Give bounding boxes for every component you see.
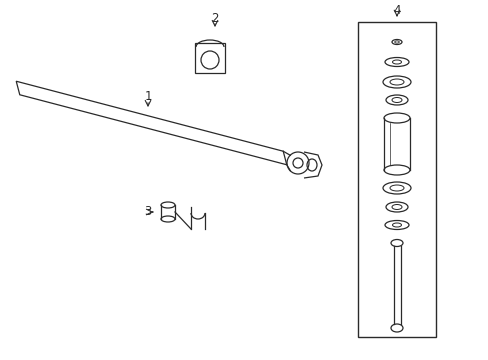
Text: 2: 2: [211, 12, 218, 24]
Text: 3: 3: [144, 206, 151, 219]
Bar: [357, 22, 435, 337]
Text: 1: 1: [144, 90, 151, 103]
Text: 4: 4: [392, 4, 400, 17]
Bar: [195, 43, 224, 73]
